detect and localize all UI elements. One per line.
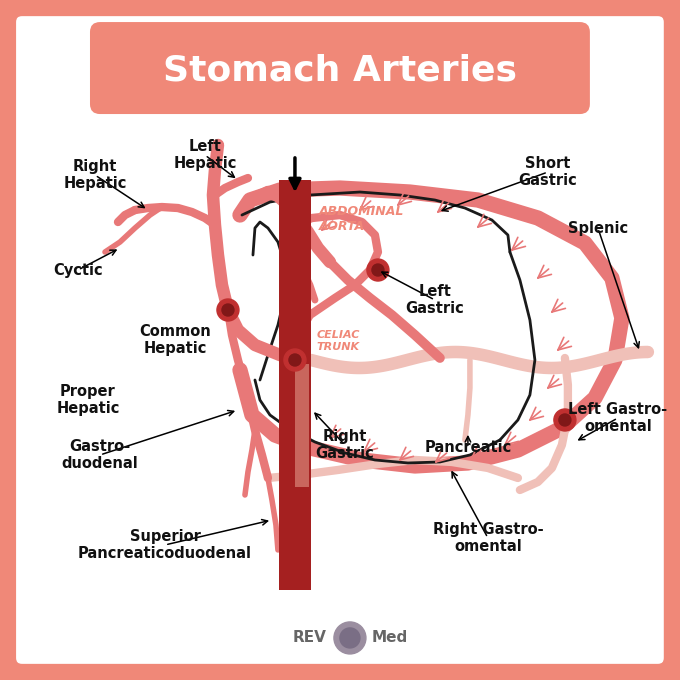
Circle shape: [559, 414, 571, 426]
Text: REV: REV: [293, 630, 327, 645]
Text: Right
Gastric: Right Gastric: [316, 429, 374, 461]
FancyBboxPatch shape: [14, 14, 666, 666]
Text: Left
Gastric: Left Gastric: [405, 284, 464, 316]
Text: Proper
Hepatic: Proper Hepatic: [56, 384, 120, 416]
Text: Right
Hepatic: Right Hepatic: [63, 159, 126, 191]
Text: Superior
Pancreaticoduodenal: Superior Pancreaticoduodenal: [78, 529, 252, 561]
Bar: [279, 180, 311, 590]
Text: Short
Gastric: Short Gastric: [519, 156, 577, 188]
Text: Stomach Arteries: Stomach Arteries: [163, 53, 517, 87]
Text: Left Gastro-
omental: Left Gastro- omental: [568, 402, 668, 435]
Text: Med: Med: [372, 630, 408, 645]
Bar: [295, 364, 309, 488]
Text: Right Gastro-
omental: Right Gastro- omental: [432, 522, 543, 554]
FancyBboxPatch shape: [90, 22, 590, 114]
Circle shape: [284, 349, 306, 371]
Circle shape: [554, 409, 576, 431]
Text: Left
Hepatic: Left Hepatic: [173, 139, 237, 171]
Circle shape: [372, 264, 384, 276]
Text: Pancreatic: Pancreatic: [424, 441, 511, 456]
Text: CELIAC
TRUNK: CELIAC TRUNK: [317, 330, 360, 352]
Text: ABDOMINAL
AORTA: ABDOMINAL AORTA: [319, 205, 405, 233]
Text: Cyctic: Cyctic: [53, 262, 103, 277]
Text: Gastro-
duodenal: Gastro- duodenal: [62, 439, 138, 471]
Circle shape: [217, 299, 239, 321]
Text: Splenic: Splenic: [568, 220, 628, 235]
Circle shape: [340, 628, 360, 648]
Circle shape: [367, 259, 389, 281]
Circle shape: [222, 304, 234, 316]
Circle shape: [289, 354, 301, 366]
Circle shape: [334, 622, 366, 654]
Text: Common
Hepatic: Common Hepatic: [139, 324, 211, 356]
